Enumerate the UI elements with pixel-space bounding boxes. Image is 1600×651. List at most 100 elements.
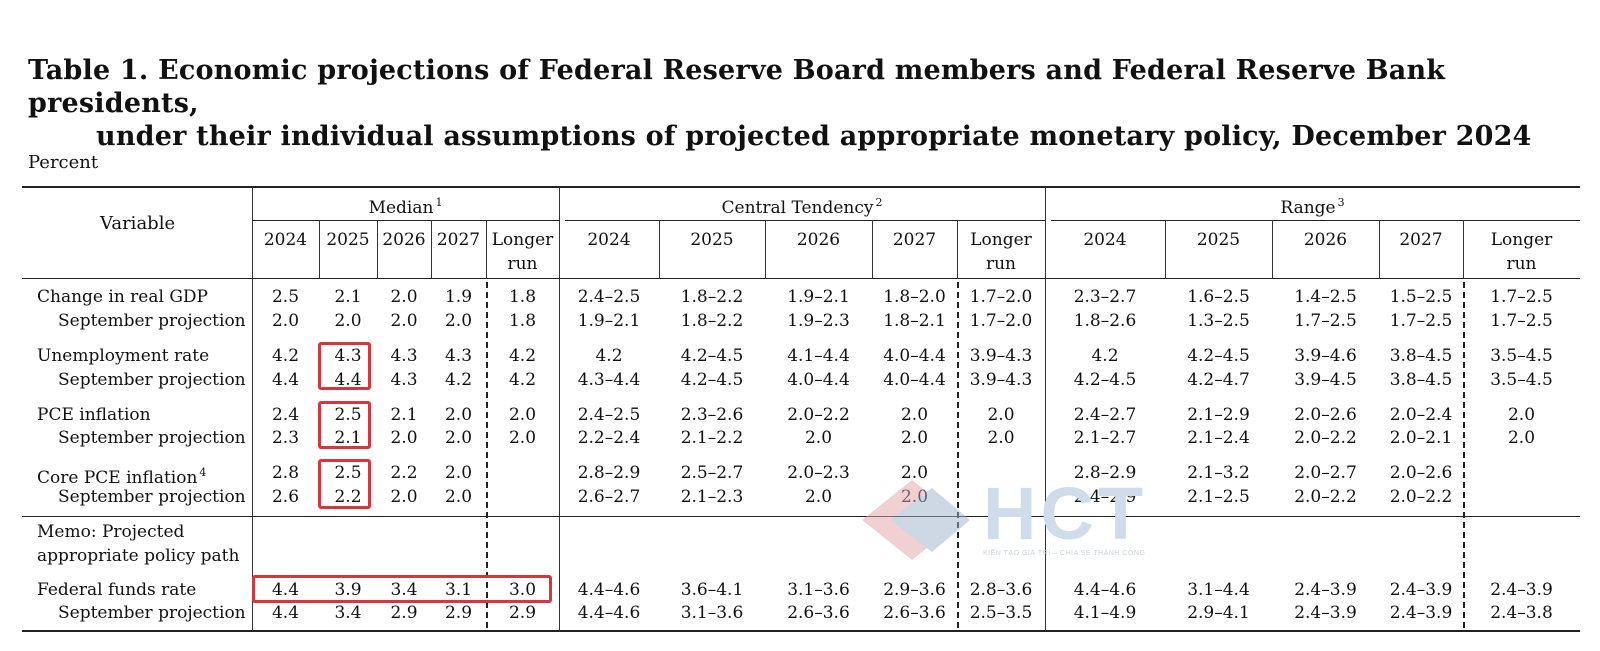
table-cell: 2.0 bbox=[900, 463, 929, 483]
table-cell: 4.2–4.7 bbox=[1187, 370, 1250, 390]
table-cell: 1.8 bbox=[508, 287, 537, 307]
table-cell: 4.2 bbox=[595, 346, 623, 366]
table-cell: 3.8–4.5 bbox=[1389, 370, 1453, 390]
table-cell: 3.5–4.5 bbox=[1490, 346, 1553, 366]
group-header-label: Median bbox=[368, 198, 434, 218]
column-separator bbox=[377, 220, 379, 278]
table-cell: 2.4–3.9 bbox=[1490, 580, 1553, 600]
highlight-box bbox=[318, 401, 371, 449]
table-cell: 2.1 bbox=[390, 405, 418, 425]
table-cell: 2.0 bbox=[804, 428, 833, 448]
table-cell: 2.0 bbox=[271, 311, 300, 331]
table-cell: 2.0 bbox=[444, 311, 473, 331]
table-cell: 2.5–3.5 bbox=[969, 603, 1033, 623]
group-underline bbox=[1051, 220, 1580, 222]
table-cell: 3.9–4.6 bbox=[1294, 346, 1357, 366]
longer-run-header: run bbox=[985, 254, 1017, 274]
table-cell: 2.0–2.6 bbox=[1389, 463, 1453, 483]
table-cell: 2.0 bbox=[444, 463, 473, 483]
row-label-text: Core PCE inflation bbox=[37, 468, 198, 488]
table-cell: 1.9–2.1 bbox=[577, 311, 641, 331]
table-cell: 1.7–2.5 bbox=[1294, 311, 1357, 331]
row-label-text: Change in real GDP bbox=[37, 287, 208, 307]
group-header-footnote: 1 bbox=[435, 196, 443, 209]
table-cell: 4.3–4.4 bbox=[577, 370, 641, 390]
table-cell: 2.4 bbox=[271, 405, 300, 425]
table-cell: 4.4 bbox=[334, 370, 362, 390]
table-cell: 2.0 bbox=[390, 311, 418, 331]
row-label-text: September projection bbox=[58, 370, 246, 390]
table-cell: 2.4–3.9 bbox=[1294, 580, 1357, 600]
row-label-text: September projection bbox=[58, 428, 246, 448]
table-cell: 1.8–2.0 bbox=[883, 287, 946, 307]
table-cell: 2.9–3.6 bbox=[883, 580, 946, 600]
year-header: 2027 bbox=[892, 230, 937, 250]
table-cell: 3.4 bbox=[390, 580, 418, 600]
table-cell: 4.2–4.5 bbox=[680, 346, 744, 366]
row-label: September projection bbox=[58, 486, 246, 508]
group-header: Range 3 bbox=[1045, 192, 1580, 219]
table-cell: 1.8 bbox=[508, 311, 537, 331]
table-cell: 3.9 bbox=[334, 580, 362, 600]
group-separator bbox=[1045, 186, 1047, 631]
table-cell: 2.3–2.6 bbox=[680, 405, 744, 425]
table-cell: 1.7–2.5 bbox=[1490, 287, 1553, 307]
memo-label: Memo: Projected bbox=[37, 522, 185, 542]
longer-run-header: run bbox=[1506, 254, 1537, 274]
table-cell: 2.0–2.6 bbox=[1294, 405, 1357, 425]
table-cell: 1.7–2.0 bbox=[969, 311, 1033, 331]
bottom-rule bbox=[22, 630, 1580, 632]
row-label: September projection bbox=[58, 310, 246, 332]
year-header: 2024 bbox=[263, 230, 308, 250]
table-cell: 2.4–3.9 bbox=[1294, 603, 1357, 623]
table-cell: 2.0–2.2 bbox=[1294, 428, 1357, 448]
longer-run-dashed-separator bbox=[1463, 282, 1465, 628]
year-header: 2024 bbox=[1083, 230, 1127, 250]
table-cell: 2.4–2.7 bbox=[1073, 405, 1137, 425]
table-cell: 4.2 bbox=[271, 346, 300, 366]
table-cell: 1.8–2.6 bbox=[1073, 311, 1137, 331]
table-cell: 4.0–4.4 bbox=[883, 346, 946, 366]
table-cell: 2.2 bbox=[334, 487, 362, 507]
table-cell: 4.2 bbox=[508, 370, 537, 390]
row-label-text: Federal funds rate bbox=[37, 580, 197, 600]
unit-label: Percent bbox=[28, 152, 99, 173]
table-cell: 2.0 bbox=[900, 428, 929, 448]
table-cell: 2.6–3.6 bbox=[787, 603, 850, 623]
table-cell: 4.2–4.5 bbox=[680, 370, 744, 390]
table-cell: 4.2–4.5 bbox=[1187, 346, 1250, 366]
group-header-footnote: 3 bbox=[1337, 196, 1345, 209]
table-cell: 2.8–2.9 bbox=[577, 463, 641, 483]
table-cell: 2.1–2.3 bbox=[680, 487, 744, 507]
column-separator bbox=[957, 220, 959, 278]
column-separator bbox=[319, 220, 321, 278]
table-cell: 1.9–2.1 bbox=[787, 287, 850, 307]
column-separator bbox=[872, 220, 874, 278]
row-label-text: Unemployment rate bbox=[37, 346, 210, 366]
year-header: 2026 bbox=[382, 230, 426, 250]
row-label-text: PCE inflation bbox=[37, 405, 151, 425]
table-cell: 2.4–2.5 bbox=[577, 287, 641, 307]
column-separator bbox=[1379, 220, 1381, 278]
top-rule bbox=[22, 186, 1580, 188]
row-label: September projection bbox=[58, 602, 246, 624]
table-cell: 2.0 bbox=[444, 428, 473, 448]
table-cell: 3.5–4.5 bbox=[1490, 370, 1553, 390]
table-cell: 3.0 bbox=[508, 580, 537, 600]
table-cell: 4.1–4.4 bbox=[787, 346, 850, 366]
table-cell: 4.4 bbox=[271, 603, 300, 623]
table-cell: 2.6–2.7 bbox=[577, 487, 641, 507]
table-cell: 2.3 bbox=[271, 428, 300, 448]
table-cell: 3.9–4.3 bbox=[969, 346, 1033, 366]
group-underline bbox=[565, 220, 1045, 222]
watermark-text: HCT bbox=[983, 472, 1148, 555]
table-cell: 4.2 bbox=[1091, 346, 1119, 366]
group-separator bbox=[252, 186, 254, 631]
table-cell: 1.8–2.2 bbox=[680, 311, 744, 331]
table-cell: 4.2–4.5 bbox=[1073, 370, 1137, 390]
row-label: PCE inflation bbox=[37, 404, 151, 426]
group-header-label: Central Tendency bbox=[721, 198, 874, 218]
table-cell: 2.0 bbox=[1507, 428, 1536, 448]
table-cell: 3.1–4.4 bbox=[1187, 580, 1250, 600]
year-header: 2025 bbox=[690, 230, 734, 250]
